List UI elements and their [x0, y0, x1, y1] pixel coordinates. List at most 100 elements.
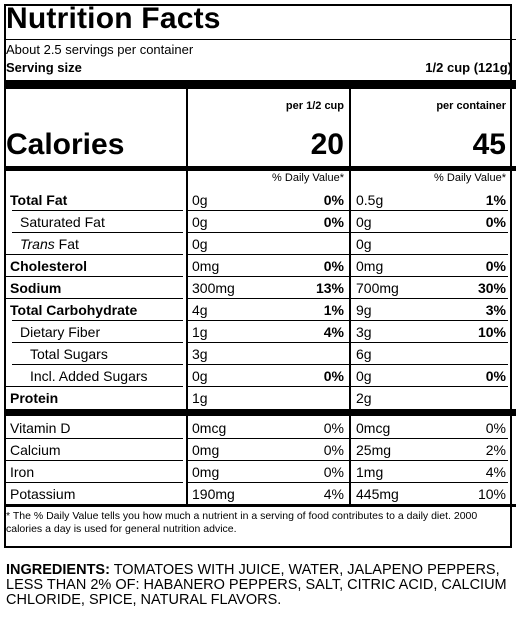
- nutrient-dv-col1: 0%: [323, 420, 344, 436]
- row-separator-col1: [188, 460, 349, 461]
- dv-header-col1: % Daily Value*: [272, 172, 344, 184]
- row-separator-col2: [351, 364, 508, 365]
- nutrient-dv-col1: 0%: [323, 368, 344, 384]
- nutrient-name: Total Carbohydrate: [10, 302, 138, 318]
- nutrient-name: Cholesterol: [10, 258, 88, 274]
- column-divider-1: [186, 86, 188, 504]
- row-separator-name: [4, 276, 183, 277]
- col2-header: per container: [436, 100, 506, 112]
- nutrient-amount-col1: 0mg: [192, 464, 220, 480]
- nutrient-amount-col1: 3g: [192, 346, 208, 362]
- nutrient-dv-col2: 4%: [485, 464, 506, 480]
- row-separator-col1: [188, 298, 349, 299]
- nutrient-amount-col1: 0mg: [192, 442, 220, 458]
- row-separator-name: [12, 320, 183, 321]
- row-separator-col1: [188, 342, 349, 343]
- nutrient-name: Dietary Fiber: [20, 324, 101, 340]
- row-separator-name: [4, 386, 183, 387]
- nutrient-dv-col2: 0%: [485, 214, 506, 230]
- col1-header: per 1/2 cup: [285, 100, 344, 112]
- nutrient-dv-col2: 2%: [485, 442, 506, 458]
- nutrient-dv-col1: 4%: [323, 324, 344, 340]
- row-separator-col2: [351, 254, 508, 255]
- servings-per-container: About 2.5 servings per container: [6, 42, 194, 57]
- nutrient-amount-col2: 6g: [356, 346, 372, 362]
- calories-col1: 20: [310, 128, 344, 161]
- nutrient-dv-col2: 1%: [485, 192, 506, 208]
- nutrient-name: Incl. Added Sugars: [30, 368, 148, 384]
- row-separator-col2: [351, 232, 508, 233]
- nutrient-dv-col2: 10%: [477, 486, 506, 502]
- row-separator-col1: [188, 210, 349, 211]
- row-separator-name: [4, 438, 183, 439]
- row-separator-col2: [351, 210, 508, 211]
- nutrient-name: Total Fat: [10, 192, 68, 208]
- ingredients-text: TOMATOES WITH JUICE, WATER, JALAPENO PEP…: [6, 562, 507, 608]
- nutrient-dv-col2: 0%: [485, 368, 506, 384]
- daily-value-footnote: * The % Daily Value tells you how much a…: [6, 510, 478, 535]
- row-separator-col2: [351, 298, 508, 299]
- nutrient-amount-col2: 0.5g: [356, 192, 384, 208]
- row-separator-col2: [351, 342, 508, 343]
- nutrient-amount-col2: 3g: [356, 324, 372, 340]
- row-separator-col2: [351, 460, 508, 461]
- nutrient-name: Potassium: [10, 486, 76, 502]
- calories-rule: [4, 166, 516, 171]
- nutrient-name: Trans Fat: [20, 236, 79, 252]
- nutrient-amount-col1: 0g: [192, 236, 208, 252]
- nutrient-name: Total Sugars: [30, 346, 108, 362]
- nutrient-name: Saturated Fat: [20, 214, 105, 230]
- serving-size-value: 1/2 cup (121g): [425, 60, 512, 75]
- row-separator-col2: [351, 320, 508, 321]
- nutrient-dv-col2: 0%: [485, 420, 506, 436]
- nutrient-dv-col1: 0%: [323, 192, 344, 208]
- row-separator-col1: [188, 438, 349, 439]
- column-divider-2: [349, 86, 351, 504]
- nutrient-amount-col1: 0mg: [192, 258, 220, 274]
- nutrient-amount-col2: 0g: [356, 236, 372, 252]
- nutrient-dv-col1: 13%: [315, 280, 344, 296]
- row-separator-col2: [351, 438, 508, 439]
- row-separator-name: [12, 232, 183, 233]
- nutrient-dv-col2: 3%: [485, 302, 506, 318]
- nutrient-dv-col2: 30%: [477, 280, 506, 296]
- nutrient-name: Iron: [10, 464, 35, 480]
- nutrient-amount-col2: 9g: [356, 302, 372, 318]
- nutrient-amount-col2: 0g: [356, 214, 372, 230]
- nutrient-dv-col1: 0%: [323, 442, 344, 458]
- row-separator-col1: [188, 364, 349, 365]
- row-separator-name: [4, 482, 183, 483]
- nutrient-name: Vitamin D: [10, 420, 71, 436]
- nutrient-amount-col1: 4g: [192, 302, 208, 318]
- nutrient-amount-col1: 190mg: [192, 486, 235, 502]
- row-separator-col1: [188, 232, 349, 233]
- row-separator-col1: [188, 320, 349, 321]
- micronutrient-rule: [4, 504, 516, 507]
- row-separator-col1: [188, 482, 349, 483]
- nutrient-dv-col2: 10%: [477, 324, 506, 340]
- nutrient-amount-col2: 700mg: [356, 280, 399, 296]
- nutrient-amount-col1: 1g: [192, 390, 208, 406]
- nutrient-dv-col1: 4%: [323, 486, 344, 502]
- nutrient-amount-col2: 0mg: [356, 258, 384, 274]
- nutrient-name-rest: Fat: [54, 236, 79, 252]
- nutrient-name: Calcium: [10, 442, 61, 458]
- calories-label: Calories: [6, 128, 125, 161]
- nutrient-amount-col2: 2g: [356, 390, 372, 406]
- row-separator-name: [12, 342, 183, 343]
- nutrient-amount-col1: 0g: [192, 192, 208, 208]
- nutrient-amount-col2: 0g: [356, 368, 372, 384]
- ingredients: INGREDIENTS: TOMATOES WITH JUICE, WATER,…: [6, 563, 516, 608]
- nutrient-dv-col1: 1%: [323, 302, 344, 318]
- row-separator-col1: [188, 276, 349, 277]
- nutrient-amount-col2: 0mcg: [356, 420, 391, 436]
- row-separator-name: [12, 364, 183, 365]
- row-separator-col1: [188, 386, 349, 387]
- nutrient-amount-col2: 1mg: [356, 464, 384, 480]
- label-title: Nutrition Facts: [6, 2, 221, 35]
- nutrient-amount-col2: 25mg: [356, 442, 392, 458]
- serving-size-label: Serving size: [6, 60, 82, 75]
- nutrient-amount-col2: 445mg: [356, 486, 399, 502]
- title-rule: [4, 39, 516, 40]
- nutrient-name: Sodium: [10, 280, 62, 296]
